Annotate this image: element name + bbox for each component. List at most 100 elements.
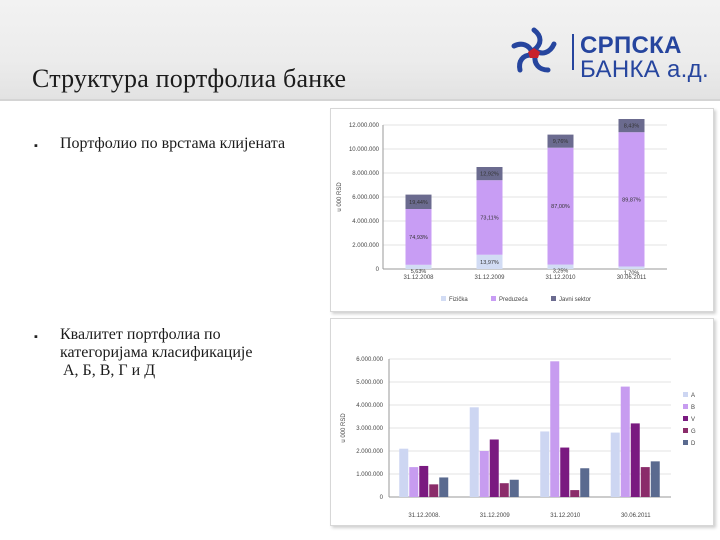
y-tick-label: 5.000.000 — [356, 380, 383, 386]
bar-segment — [618, 132, 645, 267]
bar-segment — [618, 119, 645, 133]
y-tick-label: 4.000.000 — [356, 403, 383, 409]
bar-segment — [405, 264, 432, 269]
y-tick-label: 12.000.000 — [349, 123, 380, 129]
legend-label: D — [691, 441, 696, 447]
data-label: 73,11% — [480, 215, 498, 221]
data-label: 89,87% — [622, 197, 641, 203]
legend-swatch — [441, 296, 446, 301]
slide-header — [0, 0, 720, 100]
data-label: 19,44% — [409, 200, 428, 206]
legend-swatch — [683, 392, 688, 397]
data-label: 1,70% — [624, 270, 640, 276]
legend-label: A — [691, 393, 695, 399]
chart-portfolio-by-client: 0 2.000.000 4.000.000 6.000.000 8.000.000 10.… — [330, 108, 714, 312]
grouped-bar-chart: 0 1.000.000 2.000.000 3.000.000 4.000.000 5.0… — [341, 357, 696, 519]
bullet-text-line: категоријама класификације — [60, 344, 253, 361]
bar — [439, 477, 449, 497]
y-tick-label: 10.000.000 — [349, 147, 380, 153]
logo-divider — [572, 34, 574, 70]
legend-label: Preduzeća — [499, 297, 528, 303]
bullet-text-portfolio-by-client: Портфолио по врстама клијената — [60, 135, 286, 152]
bullet-text-line: А, Б, В, Г и Д — [63, 362, 156, 379]
legend-label: Javni sektor — [559, 297, 591, 303]
x-tick-label: 30.06.2011 — [617, 275, 647, 281]
bar — [610, 432, 620, 497]
legend-label: B — [691, 405, 695, 411]
bar-segment — [618, 266, 645, 269]
bar — [640, 467, 650, 497]
bar — [650, 461, 660, 497]
bar — [409, 467, 419, 497]
legend-swatch — [683, 440, 688, 445]
y-tick-label: 2.000.000 — [352, 243, 379, 249]
data-label: 12,92% — [480, 172, 499, 178]
legend-swatch — [551, 296, 556, 301]
square-bullet-icon: ▪ — [34, 140, 38, 152]
header-divider — [0, 99, 720, 101]
bar-segment — [405, 209, 432, 265]
x-tick-label: 31.12.2008 — [403, 275, 434, 281]
x-tick-label: 31.12.2010 — [545, 275, 576, 281]
bar-segment — [476, 254, 503, 269]
legend-label: V — [691, 417, 695, 423]
data-label: 74,93% — [409, 235, 428, 241]
bar-segment — [547, 134, 574, 148]
y-tick-label: 4.000.000 — [352, 219, 379, 225]
bar — [489, 439, 499, 497]
chart-portfolio-quality: 0 1.000.000 2.000.000 3.000.000 4.000.000 5.0… — [330, 318, 714, 526]
bar — [429, 484, 439, 497]
bar — [580, 468, 590, 497]
legend-swatch — [491, 296, 496, 301]
data-label: 8,43% — [624, 124, 640, 130]
bar — [399, 448, 409, 497]
legend-label: G — [691, 429, 696, 435]
page-title: Структура портфолиа банке — [32, 64, 347, 93]
bar — [550, 361, 560, 497]
bar — [469, 407, 479, 497]
data-label: 87,00% — [551, 204, 570, 210]
bar-segment — [405, 194, 432, 209]
srpska-banka-star-icon — [511, 27, 557, 73]
bar — [509, 479, 519, 497]
x-tick-label: 31.12.2008. — [408, 513, 440, 519]
data-label: 5,63% — [411, 269, 427, 275]
bar-segment — [547, 264, 574, 269]
y-tick-label: 0 — [380, 495, 384, 501]
y-tick-label: 6.000.000 — [352, 195, 379, 201]
legend-label: Fizička — [449, 297, 468, 303]
bank-logo: СРПСКА БАНКА а.д. — [504, 22, 714, 83]
data-label: 13,97% — [480, 260, 499, 266]
bullet-text-portfolio-quality: Квалитет портфолиа по категоријама класи… — [60, 326, 252, 380]
bullet-text-line: Квалитет портфолиа по — [60, 326, 221, 343]
bar-segment — [476, 180, 503, 255]
y-tick-label: 1.000.000 — [356, 472, 383, 478]
logo-text-line1: СРПСКА — [580, 32, 682, 59]
x-tick-label: 31.12.2009 — [474, 275, 505, 281]
legend-swatch — [683, 416, 688, 421]
bar — [499, 483, 509, 497]
data-label: 3,25% — [553, 269, 569, 275]
bar-segment — [547, 147, 574, 265]
bar — [560, 447, 570, 497]
data-label: 9,76% — [553, 139, 569, 145]
bar — [419, 465, 429, 497]
bar — [570, 490, 580, 497]
y-tick-label: 2.000.000 — [356, 449, 383, 455]
x-tick-label: 30.06.2011 — [621, 513, 651, 519]
y-tick-label: 6.000.000 — [356, 357, 383, 363]
square-bullet-icon: ▪ — [34, 331, 38, 343]
legend-swatch — [683, 428, 688, 433]
stacked-bar-chart: 0 2.000.000 4.000.000 6.000.000 8.000.000 10.… — [337, 119, 667, 303]
legend-swatch — [683, 404, 688, 409]
y-axis-label: u 000 RSD — [341, 413, 347, 443]
bar — [620, 386, 630, 497]
y-axis-label: u 000 RSD — [337, 182, 343, 212]
logo-text-line2: БАНКА а.д. — [580, 56, 709, 83]
x-tick-label: 31.12.2010 — [550, 513, 581, 519]
bar — [479, 451, 489, 497]
bar — [540, 431, 550, 497]
bar — [630, 423, 640, 497]
y-tick-label: 8.000.000 — [352, 171, 379, 177]
bar-segment — [476, 167, 503, 181]
